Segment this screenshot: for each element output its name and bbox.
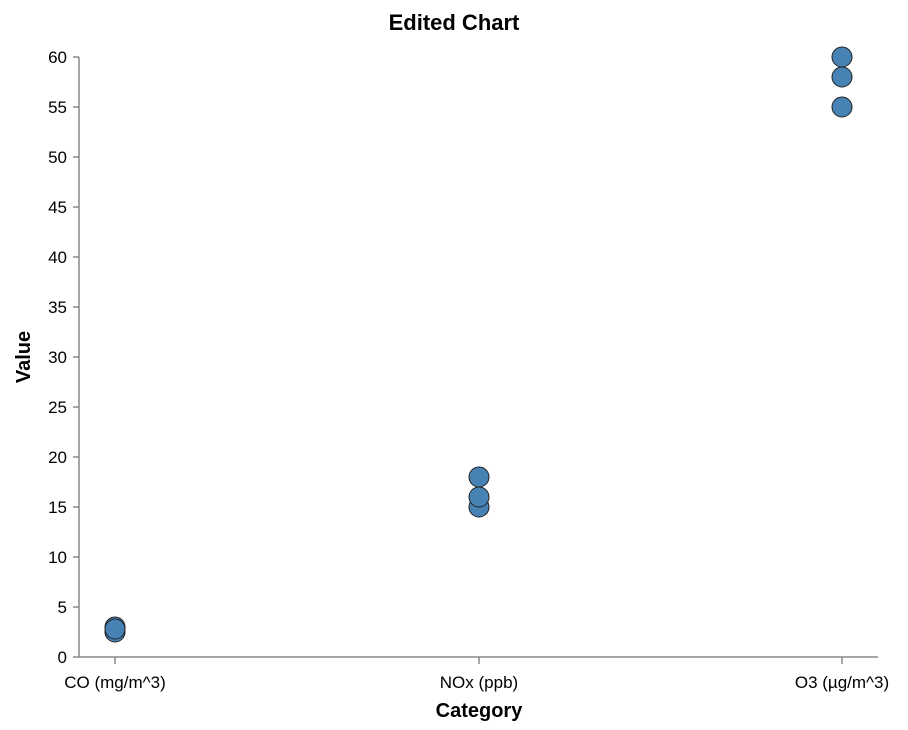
y-tick-label: 35 <box>48 298 67 317</box>
y-tick-label: 50 <box>48 148 67 167</box>
data-point <box>468 486 490 508</box>
x-tick-label: NOx (ppb) <box>440 673 518 692</box>
data-point <box>831 46 853 68</box>
y-tick-label: 10 <box>48 548 67 567</box>
data-points <box>104 46 853 643</box>
data-point <box>468 466 490 488</box>
data-point <box>104 618 126 640</box>
y-tick-label: 25 <box>48 398 67 417</box>
data-point <box>831 66 853 88</box>
y-tick-label: 45 <box>48 198 67 217</box>
y-axis: 0 5 10 15 20 25 30 35 40 45 50 55 60 <box>48 48 80 667</box>
chart-title: Edited Chart <box>389 10 520 35</box>
y-tick-label: 5 <box>58 598 67 617</box>
y-tick-label: 0 <box>58 648 67 667</box>
x-axis-title: Category <box>436 700 524 722</box>
x-tick-label: CO (mg/m^3) <box>64 673 165 692</box>
x-axis: CO (mg/m^3) NOx (ppb) O3 (µg/m^3) <box>64 656 889 692</box>
y-tick-label: 20 <box>48 448 67 467</box>
y-tick-label: 15 <box>48 498 67 517</box>
x-tick-label: O3 (µg/m^3) <box>795 673 889 692</box>
y-tick-label: 60 <box>48 48 67 67</box>
data-point <box>831 96 853 118</box>
y-tick-label: 40 <box>48 248 67 267</box>
y-tick-label: 55 <box>48 98 67 117</box>
y-axis-title: Value <box>13 331 35 383</box>
y-tick-label: 30 <box>48 348 67 367</box>
